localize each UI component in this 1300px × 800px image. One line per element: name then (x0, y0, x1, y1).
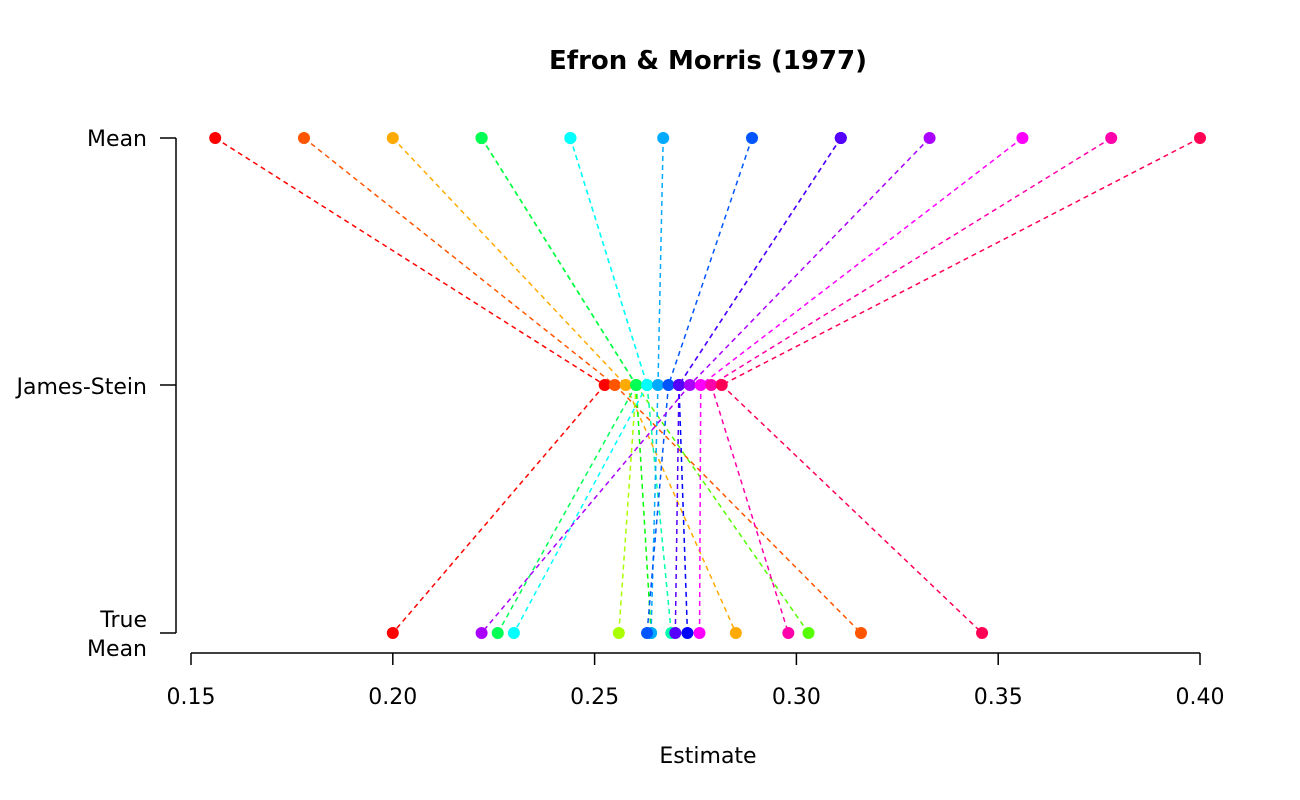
point-true-mean-12 (669, 627, 682, 639)
point-true-mean-3 (612, 627, 625, 639)
point-true-mean-10 (641, 627, 654, 639)
y-tick-label-mean: Mean (87, 127, 147, 152)
line-mean-to-js-15 (710, 137, 1112, 386)
point-mean-9 (657, 132, 670, 144)
point-true-mean-0 (386, 627, 399, 639)
point-true-mean-11 (681, 627, 694, 639)
line-js-to-true-16 (721, 384, 983, 634)
point-mean-12 (834, 132, 847, 144)
line-js-to-true-2 (624, 384, 737, 634)
point-mean-6 (475, 132, 488, 144)
line-js-to-true-5 (635, 384, 652, 634)
connector-lines-group (214, 137, 1201, 634)
point-mean-14 (1016, 132, 1029, 144)
point-true-mean-13 (475, 627, 488, 639)
point-james-stein-12 (672, 379, 685, 391)
line-js-to-true-1 (614, 384, 862, 634)
line-js-to-true-13 (481, 384, 691, 634)
point-mean-1 (298, 132, 311, 144)
line-js-to-true-7 (646, 384, 673, 634)
point-james-stein-10 (662, 379, 675, 391)
line-mean-to-js-14 (700, 137, 1023, 386)
line-mean-to-js-8 (569, 137, 648, 386)
line-mean-to-js-2 (392, 137, 627, 386)
line-mean-to-js-6 (480, 137, 637, 386)
point-mean-15 (1105, 132, 1118, 144)
y-tick-label-true: True (99, 608, 147, 633)
point-mean-8 (564, 132, 577, 144)
line-mean-to-js-12 (678, 137, 842, 386)
x-ticks-group: 0.15 0.20 0.25 0.30 0.35 0.40 (167, 653, 1225, 710)
line-mean-to-js-0 (214, 137, 606, 386)
line-mean-to-js-10 (667, 137, 753, 386)
x-tick-label-4: 0.35 (974, 685, 1023, 710)
x-tick-label-2: 0.25 (570, 685, 619, 710)
point-mean-10 (746, 132, 759, 144)
line-js-to-true-9 (650, 384, 659, 634)
line-js-to-true-14 (698, 384, 702, 634)
chart-title: Efron & Morris (1977) (549, 46, 867, 76)
point-true-mean-8 (507, 627, 520, 639)
line-js-to-true-8 (513, 384, 648, 634)
point-james-stein-6 (630, 379, 643, 391)
point-james-stein-1 (608, 379, 621, 391)
y-tick-label-james-stein: James-Stein (14, 375, 147, 400)
line-mean-to-js-9 (657, 137, 664, 386)
line-js-to-true-15 (710, 384, 790, 634)
x-tick-label-3: 0.30 (772, 685, 821, 710)
point-james-stein-15 (705, 379, 718, 391)
point-true-mean-15 (782, 627, 795, 639)
point-james-stein-8 (641, 379, 654, 391)
x-tick-label-1: 0.20 (368, 685, 417, 710)
point-james-stein-16 (715, 379, 728, 391)
points-group (209, 132, 1206, 639)
point-james-stein-2 (619, 379, 632, 391)
line-mean-to-js-1 (303, 137, 616, 386)
line-js-to-true-6 (497, 384, 637, 634)
point-true-mean-14 (693, 627, 706, 639)
x-tick-label-0: 0.15 (167, 685, 216, 710)
line-js-to-true-3 (618, 384, 637, 634)
point-true-mean-6 (491, 627, 504, 639)
point-james-stein-0 (598, 379, 611, 391)
line-mean-to-js-16 (721, 137, 1201, 386)
line-js-to-true-10 (646, 384, 670, 634)
point-mean-13 (923, 132, 936, 144)
line-js-to-true-12 (674, 384, 680, 634)
point-true-mean-16 (976, 627, 989, 639)
point-true-mean-4 (802, 627, 815, 639)
point-james-stein-13 (683, 379, 696, 391)
point-james-stein-9 (651, 379, 664, 391)
point-mean-16 (1194, 132, 1206, 144)
x-tick-label-5: 0.40 (1176, 685, 1225, 710)
point-true-mean-2 (729, 627, 742, 639)
x-axis-label: Estimate (659, 744, 756, 769)
point-mean-0 (209, 132, 222, 144)
line-mean-to-js-13 (689, 137, 931, 386)
point-true-mean-1 (854, 627, 867, 639)
point-james-stein-14 (694, 379, 707, 391)
y-tick-label-mean-2: Mean (87, 637, 147, 662)
line-js-to-true-0 (392, 384, 606, 634)
point-mean-2 (386, 132, 399, 144)
